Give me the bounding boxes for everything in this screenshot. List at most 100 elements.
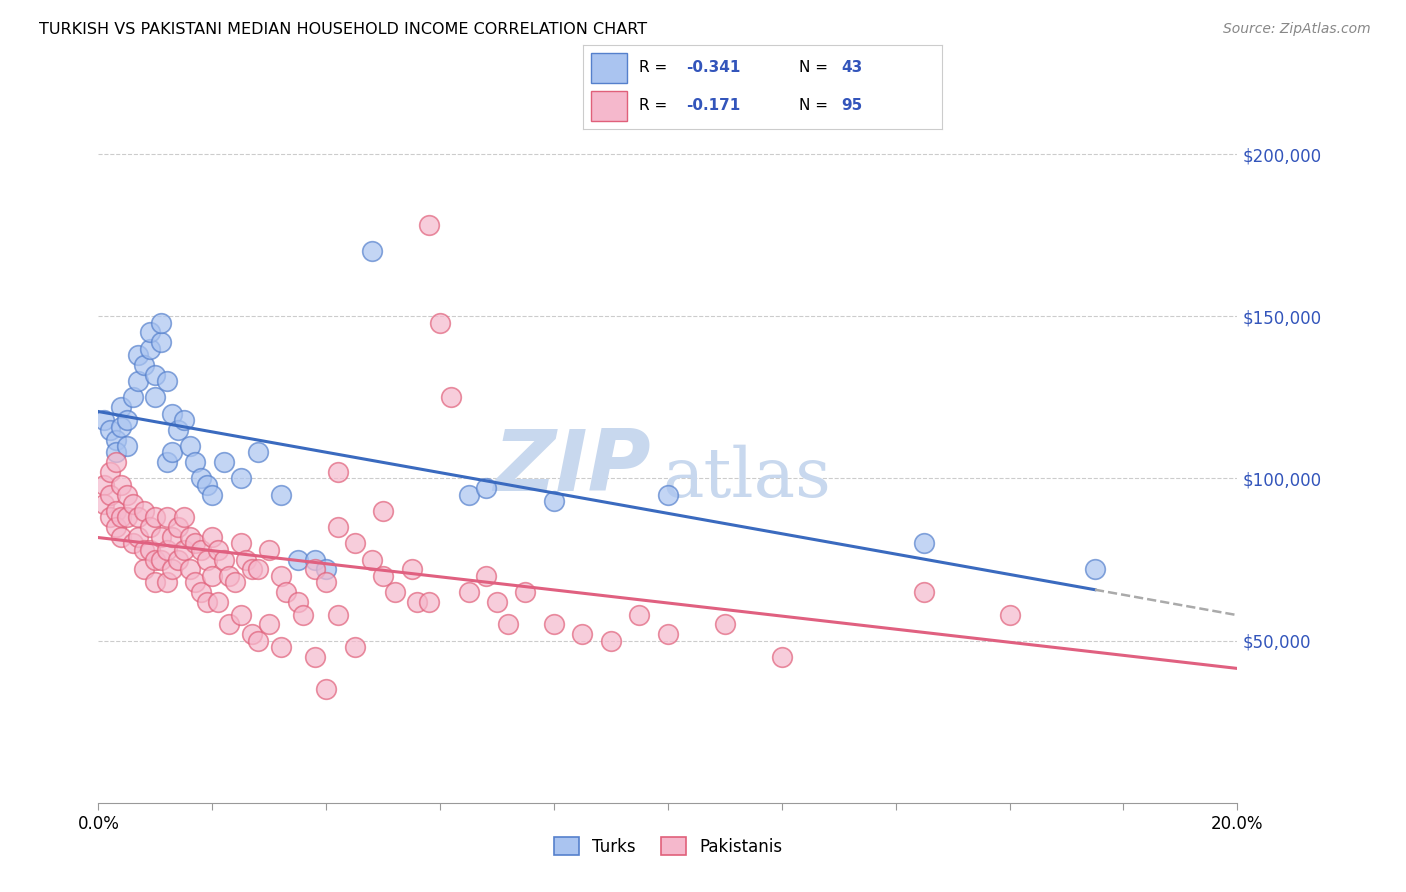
Text: 43: 43 bbox=[842, 60, 863, 75]
Point bbox=[246, 445, 269, 459]
Point bbox=[104, 433, 127, 447]
Point bbox=[93, 413, 115, 427]
Point bbox=[373, 504, 395, 518]
Point bbox=[195, 552, 218, 566]
Point bbox=[229, 536, 252, 550]
Point bbox=[270, 568, 292, 582]
Point bbox=[98, 423, 121, 437]
Point bbox=[162, 530, 184, 544]
Point bbox=[138, 520, 160, 534]
Point bbox=[98, 465, 121, 479]
Point bbox=[115, 413, 138, 427]
Point bbox=[173, 542, 195, 557]
Point bbox=[218, 568, 240, 582]
Point bbox=[145, 368, 167, 382]
Point bbox=[287, 552, 309, 566]
Point bbox=[179, 562, 201, 576]
Point bbox=[201, 530, 224, 544]
Point bbox=[304, 562, 326, 576]
Point bbox=[115, 510, 138, 524]
Point bbox=[115, 488, 138, 502]
Point bbox=[110, 400, 132, 414]
Point bbox=[162, 562, 184, 576]
Point bbox=[276, 585, 298, 599]
Point bbox=[145, 575, 167, 590]
Point bbox=[406, 595, 429, 609]
Point bbox=[315, 562, 337, 576]
Point bbox=[179, 439, 201, 453]
Point bbox=[212, 455, 235, 469]
Point bbox=[240, 562, 263, 576]
Point bbox=[384, 585, 406, 599]
Point bbox=[195, 478, 218, 492]
Point bbox=[657, 488, 679, 502]
Point bbox=[304, 649, 326, 664]
Point bbox=[218, 617, 240, 632]
Point bbox=[270, 488, 292, 502]
Point bbox=[259, 617, 281, 632]
Point bbox=[543, 617, 565, 632]
Point bbox=[127, 530, 149, 544]
Point bbox=[145, 552, 167, 566]
Point bbox=[138, 326, 160, 340]
Point bbox=[912, 585, 935, 599]
Point bbox=[326, 607, 349, 622]
Point bbox=[440, 390, 463, 404]
Point bbox=[121, 497, 143, 511]
Point bbox=[150, 316, 173, 330]
Point bbox=[184, 455, 207, 469]
Point bbox=[190, 471, 212, 485]
FancyBboxPatch shape bbox=[591, 54, 627, 83]
Point bbox=[360, 552, 382, 566]
Point bbox=[121, 390, 143, 404]
Text: R =: R = bbox=[640, 98, 672, 112]
Point bbox=[145, 390, 167, 404]
Point bbox=[429, 316, 451, 330]
Point bbox=[292, 607, 315, 622]
Point bbox=[110, 510, 132, 524]
Point bbox=[132, 562, 155, 576]
Point bbox=[343, 640, 366, 654]
Point bbox=[93, 497, 115, 511]
Point bbox=[156, 575, 179, 590]
Point bbox=[127, 510, 149, 524]
Point bbox=[212, 552, 235, 566]
Point bbox=[474, 568, 496, 582]
Point bbox=[93, 478, 115, 492]
Point bbox=[201, 488, 224, 502]
Point bbox=[457, 488, 479, 502]
Point bbox=[138, 542, 160, 557]
Point bbox=[571, 627, 593, 641]
Text: -0.171: -0.171 bbox=[686, 98, 740, 112]
Point bbox=[343, 536, 366, 550]
Point bbox=[173, 510, 195, 524]
Point bbox=[770, 649, 793, 664]
Point bbox=[190, 542, 212, 557]
Point bbox=[498, 617, 520, 632]
Point bbox=[184, 536, 207, 550]
Point bbox=[457, 585, 479, 599]
Point bbox=[401, 562, 423, 576]
Point bbox=[486, 595, 509, 609]
Point bbox=[259, 542, 281, 557]
Text: atlas: atlas bbox=[662, 445, 831, 511]
Point bbox=[104, 520, 127, 534]
Point bbox=[156, 542, 179, 557]
Point bbox=[132, 358, 155, 372]
Point bbox=[287, 595, 309, 609]
Point bbox=[167, 520, 190, 534]
Point bbox=[98, 510, 121, 524]
Point bbox=[224, 575, 246, 590]
Point bbox=[207, 595, 229, 609]
Point bbox=[246, 633, 269, 648]
Point bbox=[150, 552, 173, 566]
Point bbox=[474, 481, 496, 495]
Point bbox=[179, 530, 201, 544]
Point bbox=[315, 682, 337, 697]
Point bbox=[304, 552, 326, 566]
Text: N =: N = bbox=[799, 60, 832, 75]
Point bbox=[270, 640, 292, 654]
Point bbox=[240, 627, 263, 641]
Point bbox=[145, 510, 167, 524]
Point bbox=[195, 595, 218, 609]
